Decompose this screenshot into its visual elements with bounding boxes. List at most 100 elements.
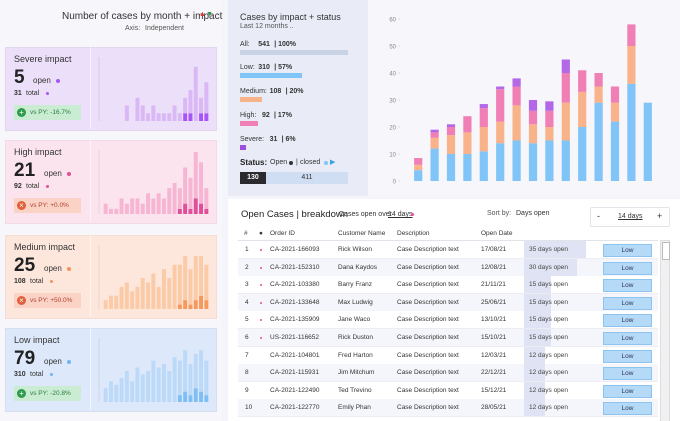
row-number: 5	[245, 316, 249, 324]
bar	[204, 264, 209, 301]
order-id: CA-2021-104801	[270, 351, 320, 359]
bar	[199, 113, 204, 121]
column-header: Customer Name	[338, 230, 386, 237]
bar	[124, 203, 129, 214]
description: Case Description text	[397, 351, 459, 359]
impact-badge: Low	[603, 314, 652, 328]
open-date: 28/05/21	[481, 404, 507, 412]
table-row[interactable]	[238, 276, 658, 295]
bar	[161, 364, 166, 402]
customer-name: Jane Waco	[338, 316, 371, 324]
chart	[98, 245, 209, 309]
trend-arrows: ▲▼	[199, 11, 213, 18]
bar	[177, 113, 182, 121]
closed-count: 411	[301, 174, 313, 181]
open-label: open	[44, 169, 62, 178]
vs-icon: +	[17, 389, 26, 398]
scrollbar[interactable]	[660, 240, 670, 421]
bar	[103, 388, 108, 402]
total-dot	[46, 185, 49, 188]
bar	[130, 381, 135, 402]
row-number: 1	[245, 246, 249, 253]
bar	[479, 151, 488, 181]
stepper-minus[interactable]: -	[597, 211, 600, 221]
table-row[interactable]	[238, 346, 658, 365]
status-row-share: | 100%	[274, 41, 296, 48]
bar	[512, 78, 521, 87]
bar	[135, 97, 140, 121]
column-header: Open Date	[481, 230, 513, 237]
open-dot	[56, 79, 60, 83]
bar	[594, 73, 603, 87]
days-bar	[524, 364, 546, 382]
impact-text: Low	[621, 352, 634, 360]
impact-badge: Low	[603, 402, 652, 416]
bar	[512, 140, 521, 181]
total-label: total	[30, 371, 44, 378]
bar	[140, 203, 145, 214]
table-row[interactable]	[238, 399, 658, 418]
order-id: CA-2021-135909	[270, 316, 320, 324]
open-dot	[67, 267, 71, 271]
table-row[interactable]	[238, 311, 658, 330]
table-row[interactable]	[238, 329, 658, 347]
closed-arrow: ▶	[330, 159, 336, 166]
panel-title: Number of cases by month + impact	[62, 11, 223, 22]
status-row-share: | 6%	[281, 136, 296, 143]
table-row[interactable]	[238, 293, 658, 312]
bar	[119, 286, 124, 309]
days-label: 30 days open	[529, 263, 569, 271]
order-id: CA-2021-152310	[270, 263, 320, 271]
status-row-value: 541	[258, 41, 270, 48]
chart	[98, 150, 209, 214]
impact-text: Low	[621, 317, 634, 325]
chart	[98, 57, 209, 121]
bar	[108, 208, 113, 214]
bar	[414, 164, 423, 171]
bar	[124, 282, 129, 309]
table-row[interactable]	[238, 364, 658, 383]
y-tick-label: 40	[389, 72, 396, 78]
row-flag	[260, 249, 262, 251]
stepper[interactable]: - 14 days +	[590, 207, 670, 227]
status-bar	[240, 121, 259, 126]
order-id: US-2021-116652	[270, 334, 320, 341]
table-subtitle: Cases open over	[339, 211, 392, 218]
customer-name: Barry Franz	[338, 281, 372, 289]
impact-text: Low	[621, 370, 634, 378]
row-flag	[260, 319, 262, 322]
status-bar	[240, 97, 262, 102]
stepper-plus[interactable]: +	[657, 211, 663, 221]
table-title: Open Cases | breakdown	[241, 209, 349, 220]
bar	[204, 300, 209, 309]
open-date: 25/06/21	[481, 298, 507, 306]
bar	[199, 391, 204, 402]
bar	[479, 104, 488, 109]
customer-name: Max Ludwig	[338, 298, 373, 306]
scroll-thumb	[662, 242, 670, 260]
bar	[446, 127, 456, 136]
bar	[177, 264, 182, 305]
bar	[167, 113, 172, 121]
impact-badge: Low	[603, 244, 652, 257]
bar	[135, 198, 140, 214]
table-row[interactable]	[238, 381, 658, 400]
total-count: 310	[14, 371, 26, 378]
row-flag	[260, 301, 262, 304]
bar	[430, 129, 439, 133]
open-date: 21/11/21	[481, 281, 506, 289]
bar	[151, 360, 156, 402]
column-header: Order ID	[270, 230, 295, 237]
customer-name: Dana Kaydos	[338, 263, 378, 271]
total-count: 108	[14, 278, 26, 285]
description: Case Description text	[397, 281, 459, 289]
bar	[627, 83, 636, 181]
open-count: 130	[247, 174, 259, 181]
bar	[610, 102, 620, 122]
row-number: 4	[245, 298, 249, 306]
bar	[199, 97, 204, 114]
bar	[430, 148, 439, 181]
bar	[430, 132, 439, 138]
description: Case Description text	[397, 246, 459, 253]
bar	[496, 89, 505, 122]
